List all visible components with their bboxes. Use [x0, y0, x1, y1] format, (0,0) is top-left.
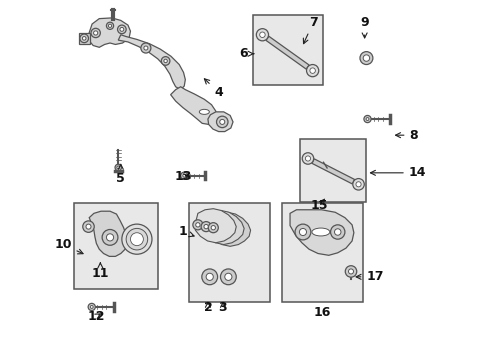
- Circle shape: [192, 220, 203, 230]
- Circle shape: [117, 166, 120, 169]
- Circle shape: [143, 46, 147, 50]
- Circle shape: [86, 224, 91, 229]
- Circle shape: [306, 64, 318, 77]
- Circle shape: [163, 59, 167, 63]
- Circle shape: [208, 223, 218, 233]
- Bar: [188, 203, 269, 302]
- Circle shape: [120, 27, 123, 31]
- Polygon shape: [88, 18, 130, 47]
- Circle shape: [211, 226, 215, 230]
- Circle shape: [82, 37, 86, 40]
- Text: 14: 14: [370, 166, 426, 179]
- Ellipse shape: [199, 109, 209, 114]
- Circle shape: [161, 57, 169, 65]
- Text: 17: 17: [355, 270, 383, 283]
- Circle shape: [88, 303, 95, 311]
- Text: 1: 1: [178, 225, 194, 238]
- Circle shape: [108, 24, 111, 27]
- Circle shape: [117, 25, 126, 34]
- Circle shape: [102, 229, 118, 245]
- Polygon shape: [79, 33, 89, 44]
- Circle shape: [309, 68, 315, 73]
- Circle shape: [82, 221, 94, 232]
- Polygon shape: [118, 35, 185, 90]
- Ellipse shape: [311, 228, 329, 236]
- Polygon shape: [195, 209, 236, 243]
- Circle shape: [93, 31, 98, 35]
- Circle shape: [359, 51, 372, 64]
- Text: 13: 13: [174, 170, 192, 183]
- Circle shape: [195, 223, 200, 227]
- Text: 8: 8: [395, 129, 417, 142]
- Text: 6: 6: [239, 47, 253, 60]
- Circle shape: [141, 43, 151, 53]
- Polygon shape: [311, 159, 354, 184]
- Circle shape: [126, 228, 147, 250]
- Circle shape: [348, 269, 353, 274]
- Circle shape: [334, 229, 340, 235]
- Circle shape: [330, 225, 344, 239]
- Text: 2: 2: [203, 301, 212, 314]
- Circle shape: [130, 233, 143, 246]
- Polygon shape: [265, 36, 308, 69]
- Circle shape: [220, 269, 236, 285]
- Circle shape: [345, 266, 356, 277]
- Circle shape: [183, 174, 185, 177]
- Circle shape: [216, 116, 227, 128]
- Polygon shape: [209, 212, 250, 246]
- Circle shape: [202, 269, 217, 285]
- Polygon shape: [170, 87, 216, 125]
- Bar: [300, 139, 366, 202]
- Circle shape: [299, 229, 306, 235]
- Polygon shape: [207, 112, 233, 132]
- Circle shape: [91, 28, 100, 38]
- Polygon shape: [89, 211, 127, 256]
- Text: 5: 5: [116, 164, 125, 185]
- Circle shape: [180, 172, 187, 179]
- Text: 7: 7: [303, 16, 317, 44]
- Bar: [253, 15, 323, 85]
- Text: 15: 15: [310, 199, 328, 212]
- Circle shape: [106, 234, 113, 241]
- Text: 9: 9: [360, 17, 368, 38]
- Circle shape: [302, 153, 313, 164]
- Circle shape: [259, 32, 264, 37]
- Bar: [74, 203, 158, 289]
- Circle shape: [90, 306, 93, 309]
- Circle shape: [224, 273, 231, 280]
- Circle shape: [115, 164, 121, 171]
- Circle shape: [106, 22, 113, 30]
- Circle shape: [256, 29, 268, 41]
- Circle shape: [206, 273, 213, 280]
- Circle shape: [363, 116, 370, 123]
- Circle shape: [80, 34, 88, 42]
- Polygon shape: [203, 211, 244, 244]
- Circle shape: [363, 55, 369, 61]
- Circle shape: [355, 182, 360, 187]
- Text: 12: 12: [87, 310, 105, 323]
- Polygon shape: [289, 210, 353, 255]
- Circle shape: [201, 222, 211, 231]
- Circle shape: [305, 156, 310, 161]
- Text: 3: 3: [218, 301, 227, 314]
- Text: 10: 10: [54, 238, 83, 254]
- Text: 4: 4: [204, 79, 223, 99]
- Circle shape: [294, 224, 310, 240]
- Text: 16: 16: [313, 306, 331, 319]
- Circle shape: [352, 179, 364, 190]
- Circle shape: [366, 118, 368, 121]
- Circle shape: [219, 120, 224, 125]
- Bar: [282, 203, 362, 302]
- Circle shape: [122, 224, 152, 254]
- Circle shape: [203, 225, 208, 229]
- Text: 11: 11: [91, 263, 109, 280]
